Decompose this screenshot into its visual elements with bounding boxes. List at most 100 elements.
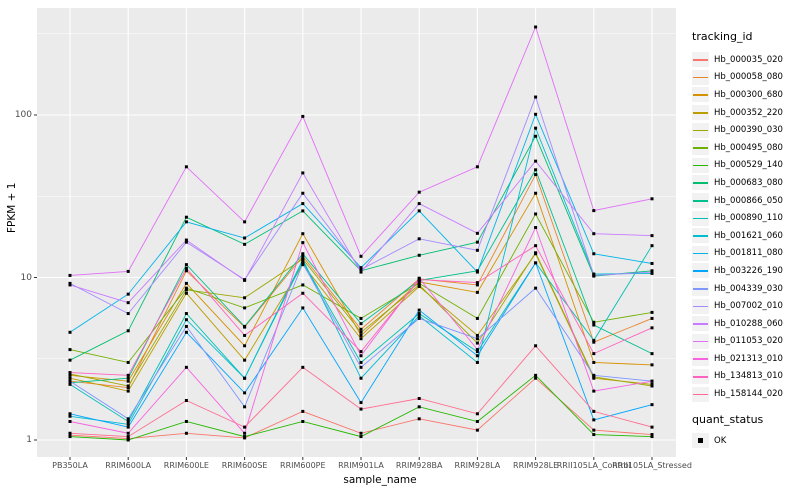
legend-key-swatch: [692, 298, 709, 314]
legend-item-label: Hb_011053_020: [714, 336, 783, 347]
legend-item-label: OK: [714, 435, 727, 446]
data-point: [184, 286, 188, 290]
data-point: [650, 425, 654, 429]
data-point: [301, 261, 305, 265]
data-point: [592, 338, 596, 342]
quant-status-legend-title: quant_status: [692, 412, 764, 426]
data-point: [184, 288, 188, 292]
data-point: [592, 320, 596, 324]
legend-item-label: Hb_000683_080: [714, 177, 783, 188]
x-tick-label: PB350LA: [52, 461, 88, 470]
line-swatch-icon: [693, 129, 708, 132]
data-point: [301, 258, 305, 262]
data-point: [243, 344, 247, 348]
data-point: [243, 220, 247, 224]
data-point: [359, 407, 363, 411]
data-point: [243, 431, 247, 435]
data-point: [184, 324, 188, 328]
data-point: [592, 340, 596, 344]
legend-item-label: Hb_021313_010: [714, 353, 783, 364]
data-point: [359, 360, 363, 364]
legend-panel: tracking_id Hb_000035_020 Hb_000058_080 Hb…: [692, 30, 800, 449]
data-point: [301, 419, 305, 423]
legend-item-Hb_000683_080: Hb_000683_080: [692, 174, 800, 192]
legend-item-label: Hb_007002_010: [714, 301, 783, 312]
data-point: [184, 165, 188, 169]
data-point: [650, 379, 654, 383]
data-point: [301, 283, 305, 287]
legend-item-Hb_007002_010: Hb_007002_010: [692, 297, 800, 315]
data-point: [417, 312, 421, 316]
legend-item-Hb_000529_140: Hb_000529_140: [692, 157, 800, 175]
data-point: [475, 290, 479, 294]
data-point: [68, 382, 72, 386]
legend-item-Hb_000390_030: Hb_000390_030: [692, 121, 800, 139]
data-point: [592, 409, 596, 413]
y-tick-label: 100: [14, 110, 32, 120]
data-point: [184, 269, 188, 273]
data-point: [592, 323, 596, 327]
legend-item-label: Hb_000035_020: [714, 54, 783, 65]
data-point: [534, 251, 538, 255]
legend-item-label: Hb_000300_680: [714, 89, 783, 100]
data-point: [592, 433, 596, 437]
legend-key-swatch: [692, 69, 709, 85]
data-point: [592, 428, 596, 432]
data-point: [126, 376, 130, 380]
data-point: [417, 285, 421, 289]
data-point: [417, 253, 421, 257]
line-swatch-icon: [693, 94, 708, 97]
legend-key-swatch: [692, 87, 709, 103]
data-point: [534, 344, 538, 348]
data-point: [184, 215, 188, 219]
line-swatch-icon: [693, 375, 708, 378]
x-tick-label: RRIM928LA: [454, 461, 501, 470]
data-point: [475, 231, 479, 235]
line-swatch-icon: [693, 76, 708, 79]
line-swatch-icon: [693, 288, 708, 290]
data-point: [534, 244, 538, 248]
legend-item-Hb_000866_050: Hb_000866_050: [692, 192, 800, 210]
legend-item-Hb_004339_030: Hb_004339_030: [692, 280, 800, 298]
legend-item-Hb_001621_060: Hb_001621_060: [692, 227, 800, 245]
plot-panel: [37, 8, 676, 457]
legend-title: tracking_id: [692, 30, 753, 43]
line-swatch-icon: [693, 59, 708, 61]
data-point: [475, 316, 479, 320]
y-axis-title: FPKM + 1: [6, 182, 18, 233]
data-point: [68, 435, 72, 439]
legend-key-swatch: [692, 228, 709, 244]
data-point: [475, 333, 479, 337]
legend-key-swatch: [692, 140, 709, 156]
legend-item-label: Hb_000390_030: [714, 125, 783, 136]
data-point: [301, 241, 305, 245]
legend-key-swatch: [692, 263, 709, 279]
data-point: [68, 376, 72, 380]
x-tick-label: RRIM600SE: [221, 461, 268, 470]
data-point: [592, 360, 596, 364]
legend-item-label: Hb_000352_220: [714, 107, 783, 118]
data-point: [475, 240, 479, 244]
data-point: [475, 270, 479, 274]
data-point: [475, 281, 479, 285]
data-point: [475, 354, 479, 358]
data-point: [534, 212, 538, 216]
data-point: [184, 431, 188, 435]
data-point: [68, 358, 72, 362]
data-point: [650, 310, 654, 314]
data-point: [417, 237, 421, 241]
data-point: [243, 296, 247, 300]
legend-item-label: Hb_000890_110: [714, 213, 783, 224]
data-point: [650, 270, 654, 274]
legend-item-label: Hb_003226_190: [714, 265, 783, 276]
line-swatch-icon: [693, 112, 708, 114]
legend-item-Hb_000058_080: Hb_000058_080: [692, 69, 800, 87]
data-point: [475, 248, 479, 252]
data-point: [592, 273, 596, 277]
data-point: [126, 301, 130, 305]
legend-key-swatch: [692, 157, 709, 173]
legend-item-Hb_010288_060: Hb_010288_060: [692, 315, 800, 333]
data-point: [475, 350, 479, 354]
data-point: [650, 326, 654, 330]
